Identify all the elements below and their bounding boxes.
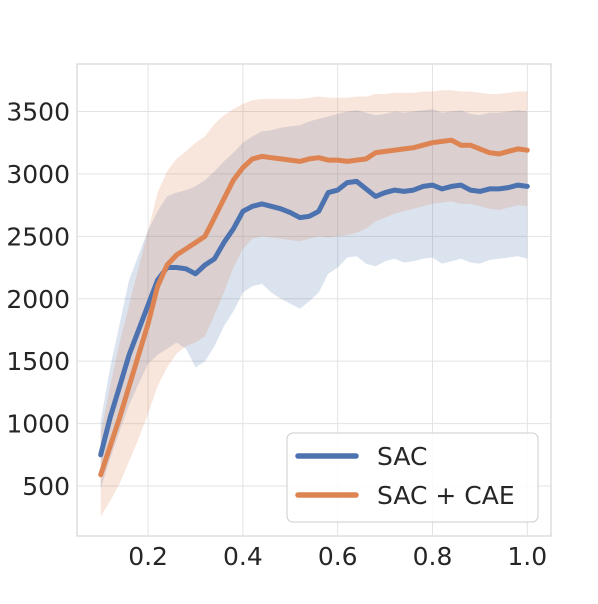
series-line-sac-cae bbox=[98, 137, 530, 478]
y-axis-ticks: 500 1000 1500 2000 2500 3000 3500 bbox=[6, 97, 70, 501]
legend-label-sac: SAC bbox=[377, 442, 427, 471]
y-tick-label: 1500 bbox=[6, 347, 70, 376]
y-tick-label: 1000 bbox=[6, 410, 70, 439]
y-tick-label: 3000 bbox=[6, 160, 70, 189]
series-line-sac bbox=[98, 178, 530, 458]
confidence-bands bbox=[100, 90, 528, 516]
y-tick-label: 3500 bbox=[6, 97, 70, 126]
x-tick-label: 0.2 bbox=[128, 542, 168, 571]
series-lines bbox=[98, 137, 530, 478]
x-tick-label: 1.0 bbox=[507, 542, 547, 571]
y-tick-label: 2500 bbox=[6, 222, 70, 251]
x-tick-label: 0.8 bbox=[413, 542, 453, 571]
confidence-band-sac-cae bbox=[100, 90, 528, 516]
x-axis-ticks: 0.2 0.4 0.6 0.8 1.0 bbox=[128, 542, 547, 571]
x-tick-label: 0.6 bbox=[318, 542, 358, 571]
legend: SAC SAC + CAE bbox=[286, 432, 539, 523]
x-tick-label: 0.4 bbox=[223, 542, 263, 571]
y-tick-label: 2000 bbox=[6, 285, 70, 314]
y-tick-label: 500 bbox=[22, 472, 70, 501]
legend-label-sac-cae: SAC + CAE bbox=[377, 481, 515, 510]
confidence-band-sac bbox=[100, 109, 528, 489]
